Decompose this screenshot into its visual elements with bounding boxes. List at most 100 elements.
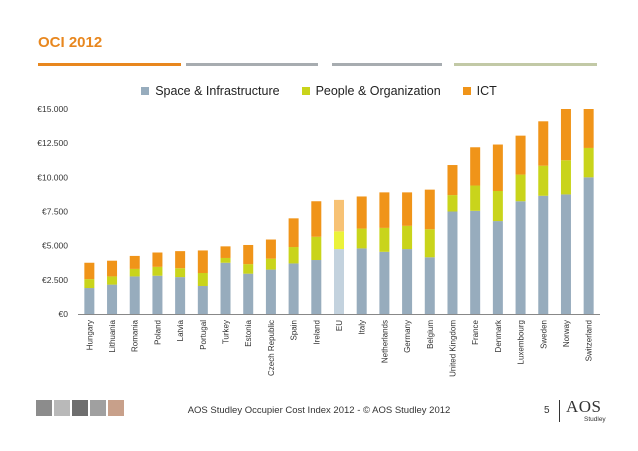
x-tick-label: Romania — [131, 319, 140, 352]
bar-segment-people — [334, 231, 344, 250]
bar-segment-people — [265, 258, 276, 270]
bar-segment-ict — [424, 189, 435, 230]
bar-segment-ict — [356, 196, 367, 229]
bar-segment-space — [515, 201, 526, 314]
bar-segment-space — [175, 277, 186, 314]
bar-segment-people — [197, 273, 208, 286]
bar-segment-people — [379, 227, 390, 252]
bar-segment-ict — [197, 250, 208, 273]
bar-segment-people — [560, 160, 571, 195]
legend-label-people: People & Organization — [315, 84, 441, 98]
bar-segment-ict — [538, 121, 549, 166]
x-tick-label: Belgium — [426, 320, 435, 349]
bar-segment-people — [583, 147, 594, 178]
bar-segment-people — [538, 165, 549, 196]
bar-segment-people — [84, 279, 95, 289]
bar-segment-people — [402, 225, 413, 250]
bar-segment-people — [492, 191, 503, 222]
x-tick-label: Switzerland — [585, 320, 594, 361]
bar-segment-ict — [152, 252, 163, 267]
x-tick-label: United Kingdom — [448, 320, 457, 377]
bar-segment-people — [107, 276, 118, 285]
bar-segment-people — [288, 247, 299, 264]
x-tick-label: Czech Republic — [267, 320, 276, 376]
title-rule-orange — [38, 63, 181, 66]
y-tick-label: €15.000 — [37, 104, 68, 114]
title-rule-gray-2 — [332, 63, 442, 66]
bar-segment-ict — [515, 135, 526, 175]
y-tick-label: €7.500 — [42, 207, 68, 217]
x-tick-label: Luxembourg — [517, 320, 526, 364]
bar-segment-space — [152, 275, 163, 314]
bar-segment-ict — [334, 199, 344, 232]
y-tick-label: €2.500 — [42, 275, 68, 285]
bar-segment-ict — [492, 144, 503, 191]
legend-swatch-people — [301, 87, 310, 95]
y-tick-label: €0 — [59, 309, 69, 319]
x-tick-label: Poland — [153, 320, 162, 345]
x-tick-label: Portugal — [199, 320, 208, 350]
bar-segment-space — [220, 262, 231, 314]
x-tick-label: Hungary — [85, 320, 94, 350]
bar-segment-people — [515, 174, 526, 202]
bar-segment-ict — [220, 246, 231, 258]
bar-segment-people — [447, 195, 458, 212]
stacked-bar-chart: €0 €2.500 €5.000 €7.500 €10.000 €12.500 €15.00… — [37, 104, 600, 377]
bar-segment-people — [220, 257, 231, 263]
y-tick-label: €10.000 — [37, 172, 68, 182]
x-tick-label: Sweden — [539, 320, 548, 349]
bar-segment-ict — [470, 147, 481, 186]
footer-text: AOS Studley Occupier Cost Index 2012 - ©… — [187, 405, 451, 416]
footer-thumbnails — [36, 400, 124, 416]
legend-item-space: Space & Infrastructure — [141, 84, 280, 98]
bar-segment-ict — [560, 109, 571, 161]
legend-swatch-ict — [462, 87, 471, 95]
bar-segment-ict — [379, 192, 390, 228]
slide-title: OCI 2012 — [38, 34, 103, 51]
bar-segment-ict — [107, 260, 118, 277]
photo-thumbnail-icon — [90, 400, 106, 416]
bar-segment-people — [470, 185, 481, 211]
bar-segment-space — [402, 249, 413, 314]
bar-segment-people — [311, 236, 322, 261]
bar-segment-space — [356, 248, 367, 314]
bar-segment-ict — [129, 255, 140, 269]
bar-segment-ict — [288, 218, 299, 248]
x-tick-label: Norway — [562, 320, 571, 347]
bar-segment-ict — [84, 262, 95, 280]
title-rule-green — [454, 63, 597, 66]
bar-segment-space — [288, 263, 299, 314]
bar-segment-ict — [402, 192, 413, 226]
bar-segment-space — [243, 273, 254, 314]
x-tick-label: Netherlands — [380, 320, 389, 363]
bar-segment-people — [243, 264, 254, 274]
bar-segment-space — [265, 269, 276, 314]
bar-segment-people — [152, 266, 163, 276]
y-tick-label: €5.000 — [42, 241, 68, 251]
x-tick-label: Lithuania — [108, 319, 117, 352]
title-rule-gray-1 — [186, 63, 318, 66]
y-tick-label: €12.500 — [37, 138, 68, 148]
x-tick-label: Latvia — [176, 319, 185, 341]
x-tick-label: France — [471, 319, 480, 344]
legend-item-people: People & Organization — [301, 84, 441, 98]
bar-segment-ict — [447, 165, 458, 196]
x-tick-label: Germany — [403, 320, 412, 353]
page-number: 5 — [544, 405, 550, 416]
bar-segment-people — [175, 268, 186, 278]
legend-swatch-space — [141, 87, 150, 95]
bar-segment-space — [129, 276, 140, 314]
bar-segment-space — [311, 260, 322, 314]
bar-segment-ict — [175, 251, 186, 269]
bar-segment-space — [470, 210, 481, 314]
bar-segment-ict — [583, 109, 594, 148]
aos-logo-subtext: Studley — [584, 416, 606, 423]
eu-flag-icon — [36, 400, 52, 416]
bar-segment-space — [197, 285, 208, 314]
x-tick-label: Italy — [358, 320, 367, 335]
legend-label-space: Space & Infrastructure — [155, 84, 280, 98]
logo-divider — [559, 400, 560, 422]
bar-segment-space — [492, 221, 503, 314]
bar-segment-space — [447, 211, 458, 314]
bar-segment-space — [334, 249, 344, 314]
